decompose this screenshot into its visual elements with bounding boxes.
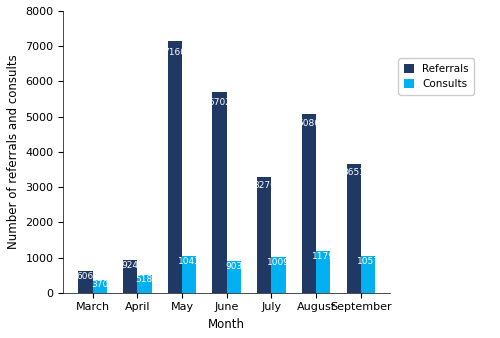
Bar [212, 92, 226, 293]
Text: 1057: 1057 [356, 257, 380, 266]
Text: 1009: 1009 [267, 258, 290, 267]
Text: 5080: 5080 [298, 119, 320, 128]
Bar [123, 260, 137, 293]
Text: 518: 518 [136, 275, 153, 284]
Bar [137, 274, 152, 293]
Bar [316, 251, 330, 293]
Text: 606: 606 [76, 272, 94, 281]
Bar [182, 256, 196, 293]
Y-axis label: Number of referrals and consults: Number of referrals and consults [7, 54, 20, 249]
Text: 3653: 3653 [342, 168, 365, 177]
Text: 5702: 5702 [208, 98, 231, 107]
Bar [257, 177, 272, 293]
Bar [226, 261, 241, 293]
Text: 370: 370 [91, 280, 108, 289]
Text: 924: 924 [122, 261, 138, 270]
Bar [78, 271, 92, 293]
Bar [346, 164, 361, 293]
Bar [302, 114, 316, 293]
Bar [272, 257, 285, 293]
Bar [361, 256, 375, 293]
Bar [168, 41, 182, 293]
Legend: Referrals, Consults: Referrals, Consults [398, 58, 474, 95]
Text: 7160: 7160 [164, 48, 186, 57]
X-axis label: Month: Month [208, 318, 245, 331]
Bar [92, 280, 107, 293]
Text: 3276: 3276 [253, 181, 276, 190]
Text: 1043: 1043 [178, 257, 201, 266]
Text: 903: 903 [225, 262, 242, 271]
Text: 1179: 1179 [312, 252, 335, 262]
